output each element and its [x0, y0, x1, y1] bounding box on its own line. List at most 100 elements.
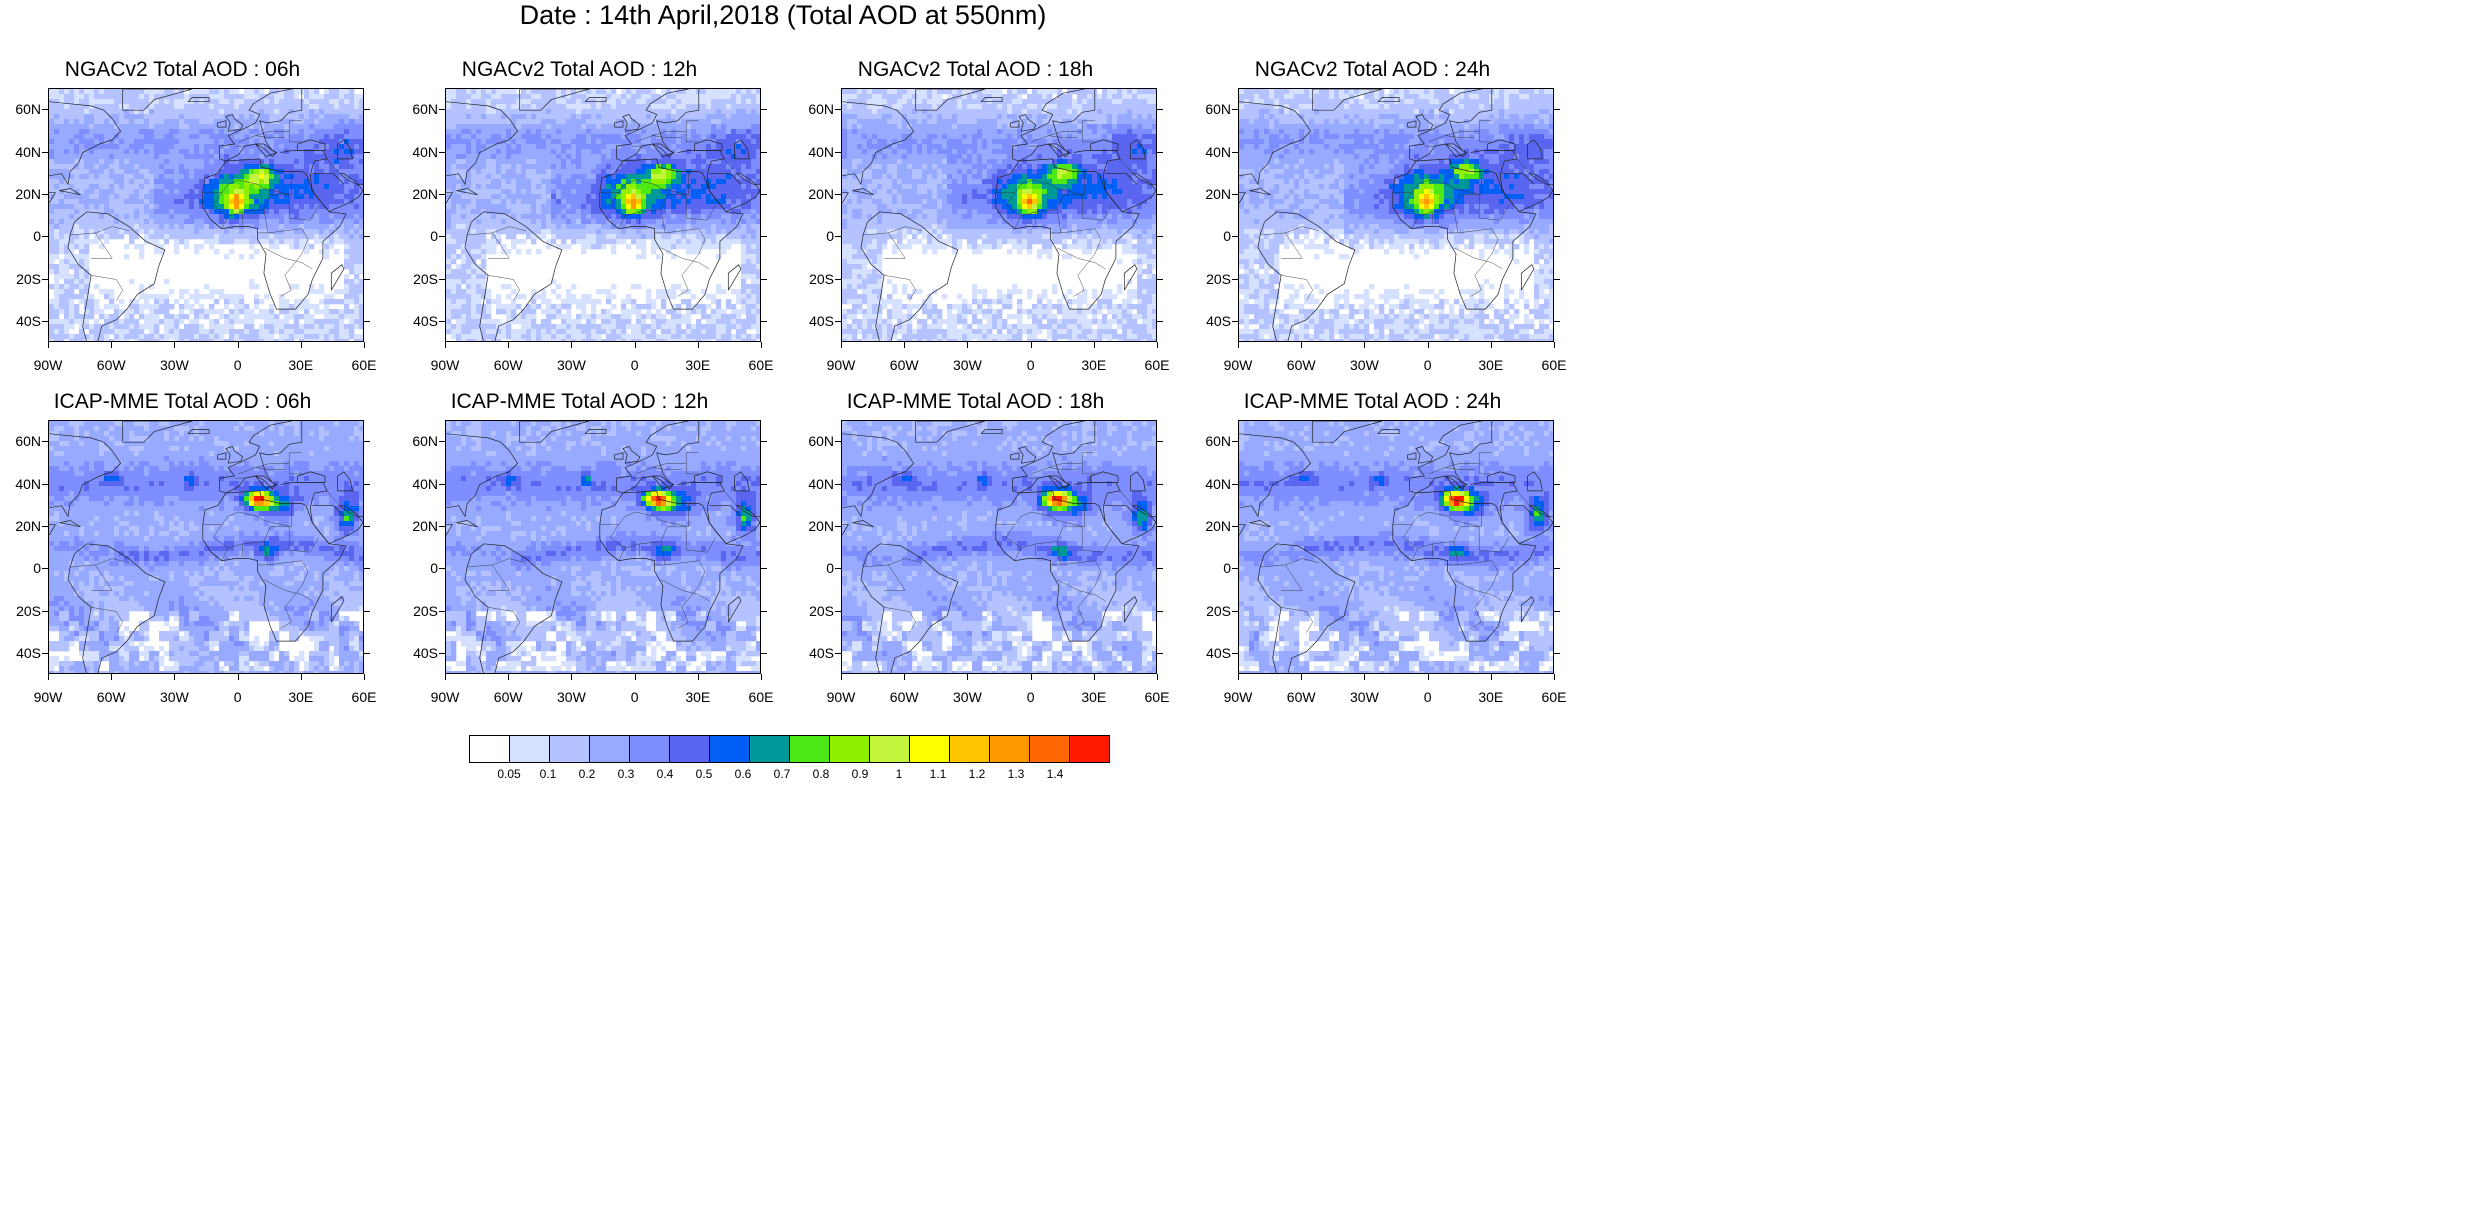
aod-field: [842, 421, 1156, 673]
lat-tick: [364, 151, 370, 153]
lon-tick: [1157, 674, 1158, 680]
lat-tick-label: 0: [1223, 228, 1231, 244]
country-border: [665, 560, 706, 629]
lat-tick: [1554, 483, 1560, 485]
aod-field: [49, 421, 363, 673]
coastline: [995, 158, 1140, 310]
lat-tick: [1232, 652, 1238, 654]
coastline: [860, 543, 959, 673]
lon-tick: [1364, 342, 1366, 348]
lon-tick: [697, 342, 699, 348]
country-border: [1107, 490, 1133, 506]
coastline: [1377, 97, 1400, 103]
country-border: [221, 215, 229, 229]
lat-tick-label: 0: [1223, 560, 1231, 576]
country-border: [1402, 524, 1509, 553]
lat-tick: [42, 610, 48, 612]
coastline: [202, 490, 347, 642]
lat-tick: [1554, 568, 1560, 570]
coastline: [915, 89, 986, 111]
lon-tick: [1093, 674, 1095, 680]
colorbar-label: 0.8: [813, 767, 830, 781]
country-border: [654, 209, 666, 234]
lat-tick-label: 20S: [16, 271, 41, 287]
coastline: [1239, 101, 1312, 204]
coastline: [255, 143, 278, 158]
lat-tick: [439, 278, 445, 280]
lon-tick-label: 30W: [1350, 689, 1379, 705]
colorbar-swatch: [949, 735, 990, 763]
country-border: [1056, 579, 1106, 602]
lat-tick: [761, 483, 767, 485]
coastline: [1487, 471, 1516, 483]
map-plot-area: [1238, 88, 1554, 342]
lon-tick: [300, 342, 302, 348]
lon-tick: [634, 342, 636, 348]
lat-tick-label: 60N: [412, 433, 438, 449]
country-border: [1445, 467, 1475, 470]
country-border: [288, 452, 302, 464]
country-border: [665, 228, 706, 297]
lon-tick-label: 30W: [953, 357, 982, 373]
country-border: [1061, 560, 1102, 629]
lon-tick-label: 30W: [557, 357, 586, 373]
lon-tick: [761, 674, 762, 680]
coastline: [312, 505, 345, 517]
country-border: [618, 215, 626, 229]
country-border: [618, 547, 626, 561]
lat-tick-label: 40N: [1205, 144, 1231, 160]
map-plot-area: [1238, 420, 1554, 674]
coastline: [225, 445, 244, 464]
coastline: [297, 471, 326, 483]
country-border: [1504, 490, 1530, 506]
lon-tick: [1427, 342, 1429, 348]
lat-tick-label: 40S: [413, 313, 438, 329]
country-border: [599, 171, 689, 196]
country-border: [1005, 524, 1112, 553]
lat-tick: [835, 483, 841, 485]
country-border: [1392, 171, 1482, 196]
country-border: [202, 503, 292, 528]
map-plot-area: [48, 88, 364, 342]
lat-tick: [761, 236, 767, 238]
country-border: [652, 467, 682, 470]
lon-tick: [1301, 342, 1303, 348]
country-border: [1031, 463, 1095, 475]
coastline: [1123, 596, 1138, 623]
colorbar-label: 1.2: [969, 767, 986, 781]
lon-tick: [1238, 342, 1239, 348]
lon-tick: [1364, 674, 1366, 680]
country-border: [263, 579, 313, 602]
lat-tick: [1157, 525, 1163, 527]
coastline: [456, 520, 478, 528]
coastline: [312, 173, 345, 185]
lat-tick-label: 60N: [808, 433, 834, 449]
colorbar-swatch: [909, 735, 950, 763]
lat-tick: [1554, 320, 1560, 322]
country-border: [711, 158, 737, 174]
coastline: [694, 471, 723, 483]
coastline: [852, 188, 874, 196]
colorbar-swatch: [509, 735, 550, 763]
lat-tick: [42, 278, 48, 280]
lon-tick-label: 60W: [494, 357, 523, 373]
lat-tick-label: 60N: [808, 101, 834, 117]
country-border: [995, 503, 1085, 528]
country-border: [652, 135, 682, 138]
coastline: [255, 475, 278, 490]
lat-tick-label: 0: [430, 228, 438, 244]
lat-tick-label: 40N: [412, 144, 438, 160]
country-border: [609, 192, 716, 221]
lat-tick: [42, 236, 48, 238]
colorbar-swatch: [549, 735, 590, 763]
lat-tick-label: 60N: [15, 101, 41, 117]
country-border: [1014, 215, 1022, 229]
lon-tick-label: 60W: [890, 689, 919, 705]
coastline: [187, 97, 210, 103]
lat-tick: [364, 568, 370, 570]
coastline: [219, 421, 303, 494]
lon-tick-label: 0: [1424, 689, 1432, 705]
coastline: [852, 520, 874, 528]
lon-tick: [1490, 674, 1492, 680]
lat-tick-label: 40S: [413, 645, 438, 661]
